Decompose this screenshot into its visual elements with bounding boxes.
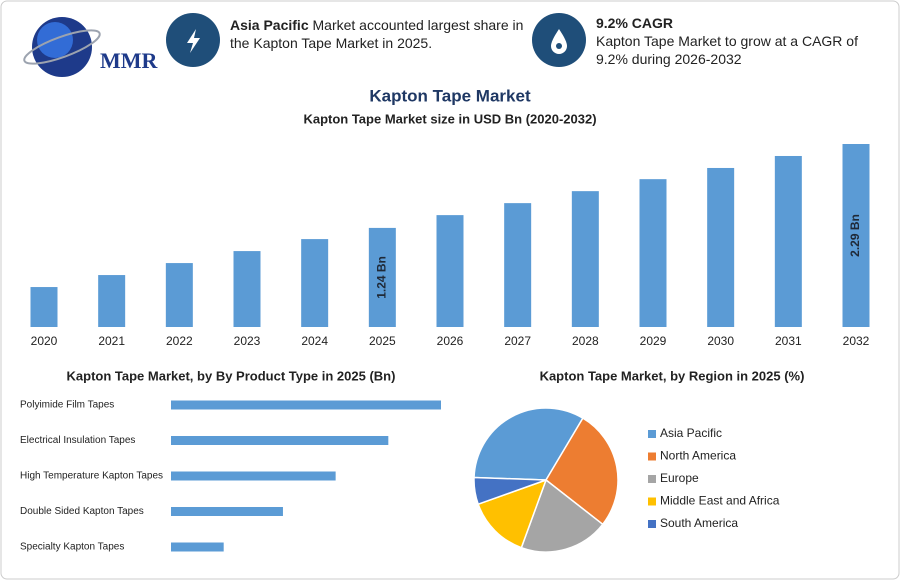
category-label: Specialty Kapton Tapes — [20, 542, 124, 553]
x-tick-label: 2021 — [98, 334, 125, 348]
bar — [171, 400, 441, 410]
x-tick-label: 2025 — [369, 334, 396, 348]
bar — [774, 155, 802, 327]
category-label: Double Sided Kapton Tapes — [20, 506, 144, 517]
bar — [171, 542, 224, 552]
bar — [301, 239, 329, 327]
bolt-icon — [187, 29, 200, 53]
chart-title: Kapton Tape Market, by Region in 2025 (%… — [540, 368, 805, 383]
logo: MMR — [23, 17, 159, 77]
x-tick-label: 2020 — [31, 334, 58, 348]
bar — [171, 471, 336, 481]
value-label: 2.29 Bn — [848, 214, 862, 257]
bar — [707, 167, 735, 327]
bar — [30, 287, 58, 327]
category-label: Polyimide Film Tapes — [20, 400, 114, 411]
pie-slice — [473, 407, 584, 481]
pie-slice — [473, 476, 547, 506]
globe-ring — [23, 29, 101, 65]
logo-text: MMR — [100, 48, 159, 73]
x-tick-label: 2027 — [504, 334, 531, 348]
bar — [165, 263, 193, 327]
chart-title: Kapton Tape Market, by By Product Type i… — [67, 368, 396, 383]
info-bold: 9.2% CAGR — [596, 15, 674, 31]
bar — [233, 251, 261, 327]
legend-swatch — [648, 520, 656, 528]
legend-label: Europe — [660, 471, 699, 485]
x-tick-label: 2026 — [437, 334, 464, 348]
legend-swatch — [648, 452, 656, 461]
category-label: Electrical Insulation Tapes — [20, 435, 135, 446]
bar — [639, 179, 667, 327]
x-tick-label: 2030 — [707, 334, 734, 348]
x-tick-label: 2024 — [301, 334, 328, 348]
bar — [368, 227, 396, 327]
bar — [98, 275, 126, 327]
pie-slice — [520, 478, 604, 553]
x-tick-label: 2022 — [166, 334, 193, 348]
bar — [171, 507, 283, 516]
bar — [842, 144, 870, 327]
drop-icon — [551, 29, 567, 54]
pie-slice — [545, 417, 619, 526]
legend-label: Middle East and Africa — [660, 494, 780, 508]
bar — [171, 436, 389, 445]
pie-slice — [477, 478, 548, 549]
legend-swatch — [648, 497, 656, 506]
x-tick-label: 2023 — [234, 334, 261, 348]
legend-label: South America — [660, 516, 738, 530]
bar — [504, 203, 532, 327]
info-text: Kapton Tape Market to grow at a CAGR of … — [596, 33, 858, 67]
x-tick-label: 2028 — [572, 334, 599, 348]
bar — [571, 191, 599, 327]
x-tick-label: 2032 — [843, 334, 870, 348]
info-text: Market accounted largest share in the Ka… — [230, 17, 524, 51]
info-bold: Asia Pacific — [230, 17, 309, 33]
chart-title: Kapton Tape Market — [369, 86, 531, 105]
category-label: High Temperature Kapton Tapes — [20, 471, 163, 482]
info-box: Asia Pacific Market accounted largest sh… — [230, 16, 530, 52]
drop-icon-inner — [556, 43, 562, 49]
x-tick-label: 2029 — [640, 334, 667, 348]
legend-swatch — [648, 430, 656, 438]
value-label: 1.24 Bn — [375, 256, 389, 299]
legend-label: Asia Pacific — [660, 426, 722, 440]
info-box: 9.2% CAGR Kapton Tape Market to grow at a… — [596, 14, 866, 68]
legend-label: North America — [660, 449, 736, 463]
bar — [436, 215, 464, 327]
x-tick-label: 2031 — [775, 334, 802, 348]
legend-swatch — [648, 475, 656, 483]
chart-subtitle: Kapton Tape Market size in USD Bn (2020-… — [303, 111, 596, 126]
